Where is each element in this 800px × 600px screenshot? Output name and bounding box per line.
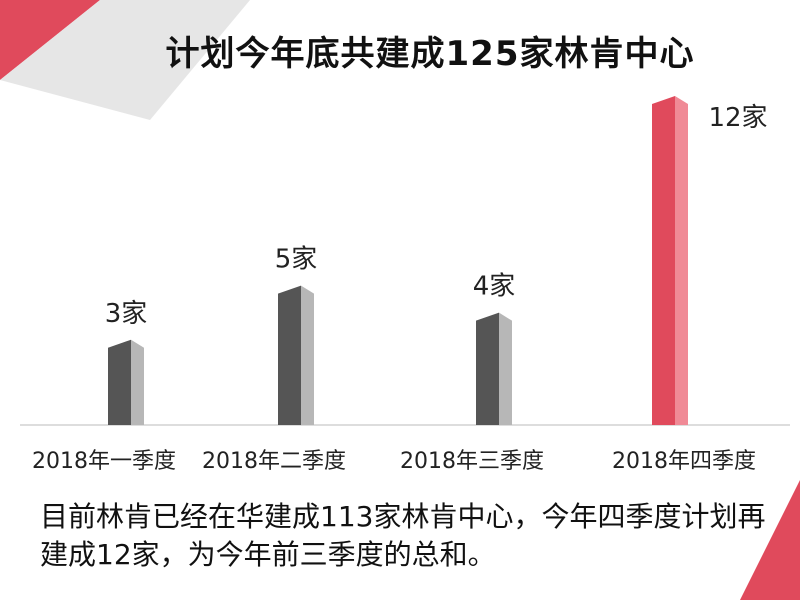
category-label: 2018年四季度	[612, 449, 756, 474]
bottom-right-red-corner	[740, 480, 800, 600]
category-label: 2018年二季度	[202, 449, 346, 474]
bar-front-face	[108, 339, 131, 425]
bar-front-face	[476, 312, 499, 425]
bar-3	[476, 312, 512, 425]
bar-side-face	[301, 285, 314, 425]
bar-front-face	[652, 96, 675, 425]
bar-2	[278, 285, 314, 425]
top-left-gray-band	[0, 0, 250, 120]
bar-1	[108, 339, 144, 425]
bar-4	[652, 96, 688, 425]
bar-front-face	[278, 285, 301, 425]
value-label: 3家	[105, 299, 148, 329]
value-label: 4家	[473, 272, 516, 302]
page-title: 计划今年底共建成125家林肯中心	[165, 34, 695, 74]
bar-side-face	[499, 312, 512, 425]
category-label: 2018年三季度	[400, 449, 544, 474]
category-label: 2018年一季度	[32, 449, 176, 474]
bar-side-face	[131, 339, 144, 425]
value-label: 12家	[708, 103, 767, 133]
value-label: 5家	[275, 245, 318, 275]
bar-side-face	[675, 96, 688, 425]
slide-caption: 目前林肯已经在华建成113家林肯中心，今年四季度计划再建成12家，为今年前三季度…	[40, 500, 766, 571]
